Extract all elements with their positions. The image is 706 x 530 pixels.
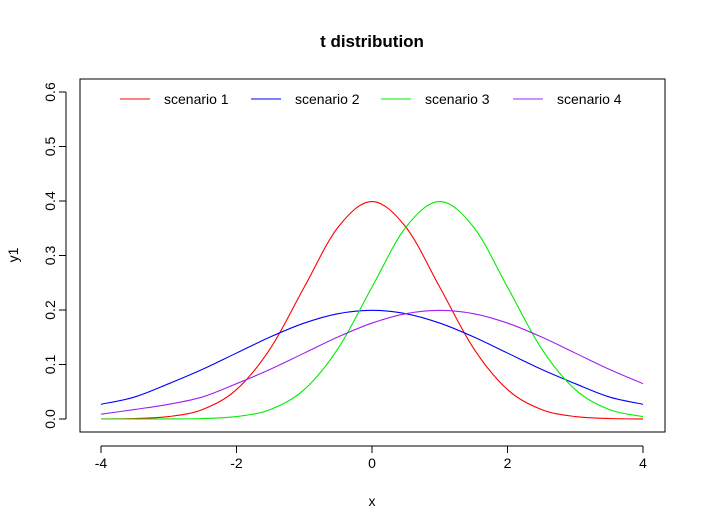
x-axis-label: x bbox=[369, 493, 376, 509]
chart-title: t distribution bbox=[320, 32, 424, 51]
y-axis-label: y1 bbox=[5, 247, 21, 262]
y-tick-label: 0.3 bbox=[42, 246, 58, 266]
y-axis: 0.0 0.1 0.2 0.3 0.4 0.5 0.6 bbox=[42, 82, 67, 429]
legend-label-1: scenario 1 bbox=[164, 91, 229, 107]
x-tick-label: 4 bbox=[639, 455, 647, 471]
y-tick-label: 0.4 bbox=[42, 191, 58, 211]
y-tick-label: 0.5 bbox=[42, 137, 58, 157]
y-tick-label: 0.1 bbox=[42, 355, 58, 375]
legend: scenario 1 scenario 2 scenario 3 scenario 4 bbox=[120, 91, 622, 107]
x-tick-label: -4 bbox=[95, 455, 108, 471]
y-tick-label: 0.6 bbox=[42, 82, 58, 102]
y-tick-label: 0.2 bbox=[42, 300, 58, 320]
legend-label-2: scenario 2 bbox=[295, 91, 360, 107]
legend-label-4: scenario 4 bbox=[557, 91, 622, 107]
plot-frame bbox=[79, 78, 666, 433]
plot-border bbox=[79, 78, 666, 433]
series-line-3 bbox=[100, 201, 644, 420]
x-tick-label: 2 bbox=[504, 455, 512, 471]
series-line-1 bbox=[100, 201, 644, 420]
x-tick-label: -2 bbox=[230, 455, 243, 471]
x-tick-label: 0 bbox=[368, 455, 376, 471]
legend-label-3: scenario 3 bbox=[425, 91, 490, 107]
series-group bbox=[100, 201, 644, 420]
series-line-2 bbox=[100, 309, 644, 405]
series-line-4 bbox=[100, 309, 644, 415]
x-axis: -4 -2 0 2 4 bbox=[95, 445, 647, 471]
y-tick-label: 0.0 bbox=[42, 409, 58, 429]
